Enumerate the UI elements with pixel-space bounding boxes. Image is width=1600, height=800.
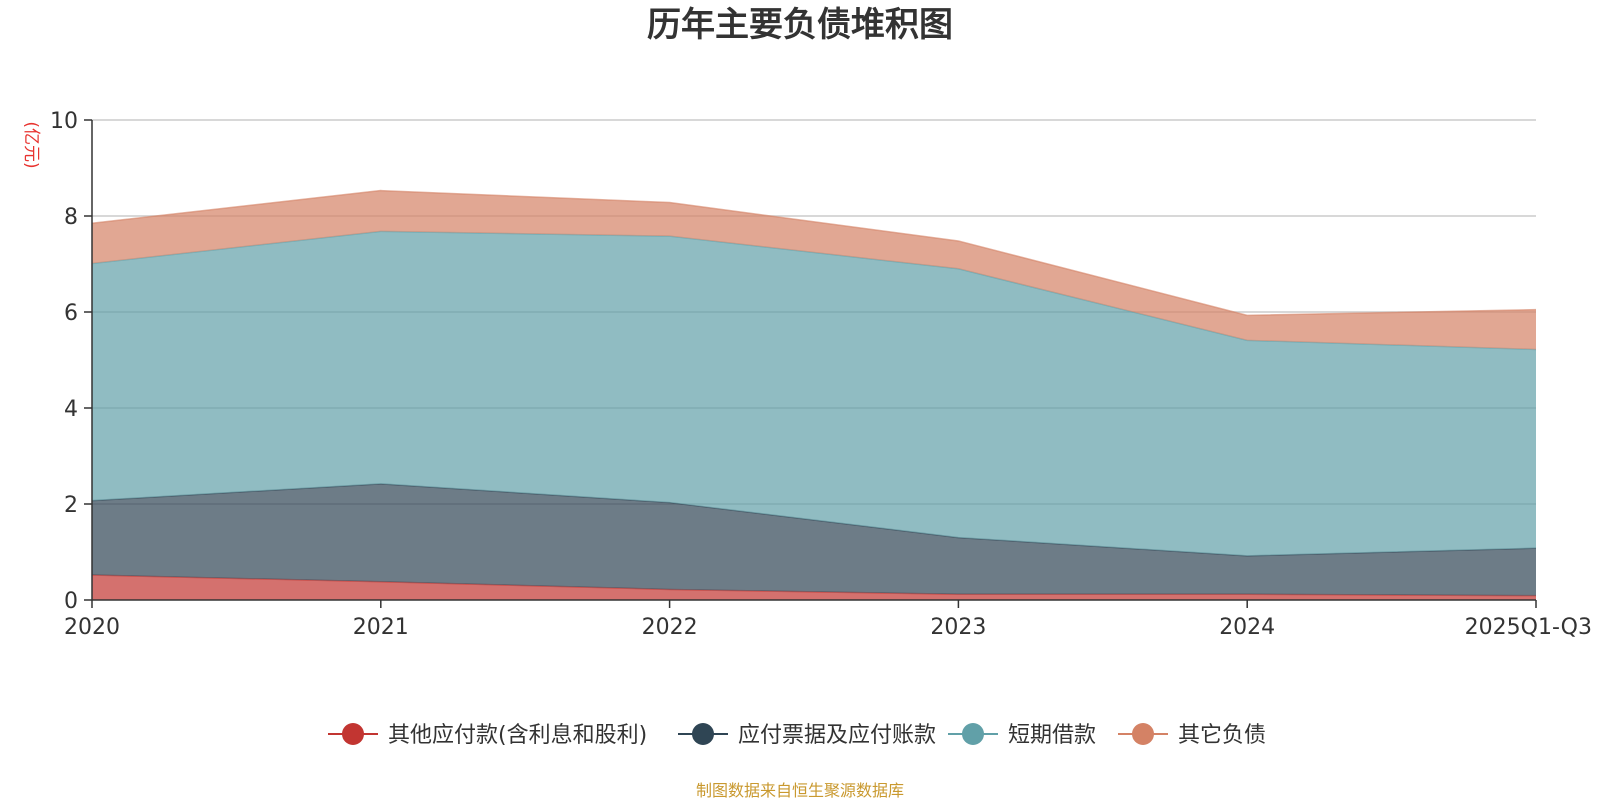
x-tick-label-0: 2020 (64, 615, 120, 640)
y-tick-label-0: 0 (64, 589, 78, 614)
y-axis-unit-label: (亿元) (21, 121, 41, 168)
legend-label-3: 其它负债 (1178, 723, 1266, 748)
area-series-0 (92, 575, 1536, 600)
legend-item-2[interactable]: 短期借款 (948, 723, 1096, 748)
legend-label-2: 短期借款 (1008, 723, 1096, 748)
legend-item-0[interactable]: 其他应付款(含利息和股利) (328, 723, 647, 748)
legend-item-3[interactable]: 其它负债 (1118, 723, 1266, 748)
legend-label-0: 其他应付款(含利息和股利) (388, 723, 647, 748)
y-tick-label-1: 2 (64, 493, 78, 518)
chart-title: 历年主要负债堆积图 (647, 5, 953, 45)
area-series (91, 189, 1537, 600)
legend-marker-1 (692, 723, 714, 745)
axes (84, 119, 1537, 608)
area-series-1 (92, 483, 1536, 596)
legend-marker-2 (962, 723, 984, 745)
area-series-2 (92, 231, 1536, 556)
x-tick-labels: 2020 2021 2022 2023 2024 2025Q1-Q3 (64, 615, 1592, 640)
x-tick-label-1: 2021 (353, 615, 409, 640)
y-tick-label-3: 6 (64, 301, 78, 326)
legend-marker-3 (1132, 723, 1154, 745)
y-tick-label-5: 10 (50, 109, 78, 134)
x-tick-label-2: 2022 (642, 615, 698, 640)
source-note: 制图数据来自恒生聚源数据库 (696, 781, 904, 800)
y-tick-label-4: 8 (64, 205, 78, 230)
legend-item-1[interactable]: 应付票据及应付账款 (678, 723, 936, 748)
legend-label-1: 应付票据及应付账款 (738, 723, 936, 748)
legend-marker-0 (342, 723, 364, 745)
x-tick-label-5: 2025Q1-Q3 (1465, 615, 1592, 640)
legend: 其他应付款(含利息和股利) 应付票据及应付账款 短期借款 其它负债 (328, 723, 1266, 748)
x-tick-label-3: 2023 (930, 615, 986, 640)
area-series-3 (92, 190, 1536, 350)
x-tick-label-4: 2024 (1219, 615, 1275, 640)
y-tick-label-2: 4 (64, 397, 78, 422)
area-edge-3 (91, 189, 1537, 317)
y-tick-labels: 0 2 4 6 8 10 (50, 109, 78, 614)
